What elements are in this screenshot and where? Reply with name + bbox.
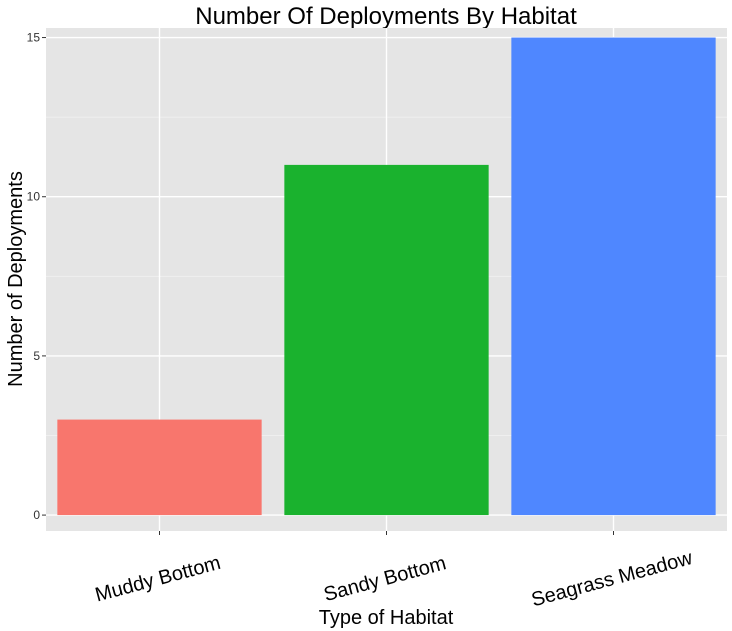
y-axis-ticks: 0 5 10 15: [27, 31, 46, 522]
bar-muddy-bottom: [57, 419, 262, 516]
bars: [57, 37, 716, 516]
chart-title: Number Of Deployments By Habitat: [195, 3, 577, 30]
y-tick-label: 10: [27, 190, 41, 204]
x-tick-label: Muddy Bottom: [93, 552, 223, 607]
y-tick-label: 15: [27, 31, 41, 45]
x-axis-title: Type of Habitat: [319, 607, 454, 629]
x-axis-ticks: Muddy Bottom Sandy Bottom Seagrass Meadow: [93, 531, 695, 611]
y-axis-title: Number of Deployments: [5, 171, 27, 387]
x-tick-label: Sandy Bottom: [321, 552, 448, 606]
bar-seagrass-meadow: [511, 37, 716, 516]
y-tick-label: 0: [33, 508, 40, 522]
x-tick-label: Seagrass Meadow: [529, 547, 695, 611]
y-tick-label: 5: [33, 349, 40, 363]
bar-sandy-bottom: [284, 164, 489, 516]
